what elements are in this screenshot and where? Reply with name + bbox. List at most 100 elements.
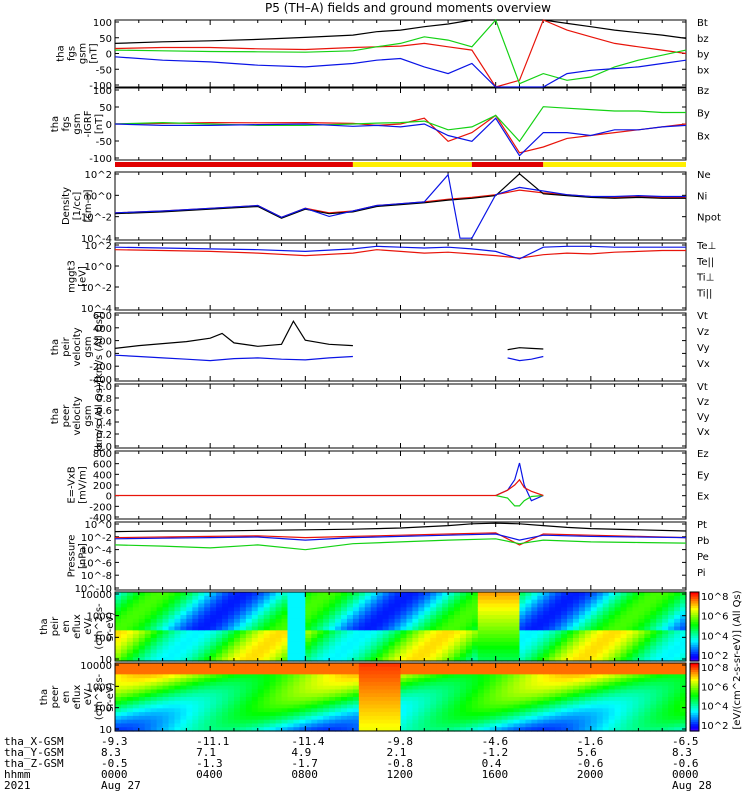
y-tick-label: 10000 bbox=[80, 590, 112, 601]
y-tick-label: 600 bbox=[93, 311, 112, 322]
colorbar-tick: 10^2 bbox=[701, 651, 728, 662]
y-axis-label: [mV/m] bbox=[78, 466, 89, 504]
y-tick-label: 0 bbox=[106, 349, 112, 360]
colorbar-tick: 10^8 bbox=[701, 592, 728, 603]
series-Vx bbox=[114, 354, 544, 362]
y-tick-label: 10000 bbox=[80, 661, 112, 672]
panel-p1: 100 50 0 -50 -100 tha fgs gsm [nT] Bt bz by bx bbox=[56, 18, 710, 92]
footer-column: -4.6 -1.2 0.4 1600 bbox=[481, 735, 509, 781]
legend-Te⊥: Te⊥ bbox=[696, 241, 716, 252]
y-axis-label: eflux bbox=[72, 685, 83, 710]
footer-labels: tha_X-GSM tha_Y-GSM tha_Z-GSM hhmm 2021 bbox=[4, 735, 64, 792]
panel-frame bbox=[114, 383, 687, 449]
colorbar-tick: 10^4 bbox=[701, 631, 728, 642]
y-axis-label: eflux bbox=[72, 614, 83, 639]
spectrogram bbox=[115, 663, 687, 732]
panel-p10: 10000 1000 100 10 tha peer en eflux eV/(cm^2-s-s… bbox=[39, 661, 687, 736]
series-Pi bbox=[114, 533, 687, 541]
y-tick-label: 10^0 bbox=[85, 191, 112, 202]
y-axis-label: Density bbox=[61, 187, 72, 225]
y-tick-label: 0.6 bbox=[96, 406, 112, 417]
series-Te⊥ bbox=[114, 249, 686, 259]
y-tick-label: 10^-4 bbox=[81, 234, 112, 245]
y-tick-label: 800 bbox=[93, 449, 112, 460]
mode-bar-segment bbox=[543, 162, 686, 167]
y-axis-label: mggt3 bbox=[67, 260, 78, 293]
legend-Vy: Vy bbox=[697, 343, 710, 354]
series-Pt bbox=[114, 522, 687, 533]
y-axis-label: (cm^2-s- bbox=[94, 673, 105, 720]
figure-title: P5 (TH–A) fields and ground moments over… bbox=[265, 1, 551, 15]
y-axis-label: [1/cc] bbox=[72, 192, 83, 221]
y-tick-label: 0 bbox=[106, 50, 112, 61]
legend-Ey: Ey bbox=[697, 470, 709, 481]
y-axis-label: tha bbox=[56, 45, 67, 61]
y-tick-label: 100 bbox=[93, 633, 112, 644]
y-axis-label: [nT] bbox=[94, 114, 105, 134]
footer-column: -1.6 5.6 -0.6 2000 bbox=[576, 735, 604, 781]
y-tick-label: -200 bbox=[89, 362, 112, 373]
y-tick-label: 50 bbox=[99, 34, 112, 45]
y-tick-label: -100 bbox=[89, 81, 112, 92]
y-axis-label: -IGRF bbox=[83, 110, 94, 137]
y-tick-label: -50 bbox=[96, 137, 112, 148]
y-axis-label: [eV] bbox=[78, 266, 89, 287]
y-tick-label: 10^-6 bbox=[81, 558, 112, 569]
colorbar-tick: 10^6 bbox=[701, 612, 728, 623]
y-tick-label: 10^0 bbox=[85, 520, 112, 531]
legend-Pb: Pb bbox=[697, 536, 709, 547]
series-bx bbox=[114, 56, 687, 88]
legend-Vt: Vt bbox=[697, 382, 708, 393]
legend-by: by bbox=[697, 50, 709, 61]
mode-bar-segment bbox=[115, 162, 353, 167]
y-axis-label: sr-eV) bbox=[105, 682, 116, 711]
y-axis-label: [nT] bbox=[89, 43, 100, 63]
legend-Te||: Te|| bbox=[696, 257, 714, 268]
colorbar-label: [eV/(cm^2-s-sr-eV)] (All Qs) bbox=[732, 590, 743, 729]
y-tick-label: 10^2 bbox=[85, 170, 112, 181]
y-tick-label: 10^0 bbox=[85, 262, 112, 273]
colorbar-tick: 10^8 bbox=[701, 663, 728, 674]
panel-p2: 100 50 0 -50 -100 tha fgs gsm -IGRF [nT] Bz By Bx bbox=[50, 86, 710, 165]
panel-frame bbox=[114, 450, 687, 520]
legend-Vx: Vx bbox=[697, 427, 710, 438]
y-tick-label: 0.8 bbox=[96, 394, 112, 405]
footer-column: -11.1 7.1 -1.3 0400 bbox=[196, 735, 230, 781]
colorbar-tick: 10^6 bbox=[701, 682, 728, 693]
y-axis-label: gsm bbox=[78, 43, 89, 64]
y-tick-label: 10^-2 bbox=[81, 533, 112, 544]
y-axis-label: peer bbox=[50, 685, 61, 709]
y-axis-label: peer bbox=[61, 404, 72, 428]
y-tick-label: -400 bbox=[89, 375, 112, 386]
y-tick-label: 200 bbox=[93, 481, 112, 492]
y-tick-label: 400 bbox=[93, 470, 112, 481]
y-axis-label: en bbox=[61, 620, 72, 633]
y-axis-label: fgs bbox=[61, 116, 72, 131]
footer-column: -11.4 4.9 -1.7 0800 bbox=[291, 735, 325, 781]
colorbars: 10^810^610^410^210^810^610^410^2 [eV/(cm^… bbox=[689, 590, 743, 732]
legend-Pt: Pt bbox=[697, 520, 707, 531]
y-axis-label: gsm bbox=[83, 336, 94, 357]
spectrogram bbox=[115, 592, 687, 662]
y-tick-label: 200 bbox=[93, 337, 112, 348]
y-tick-label: 10 bbox=[99, 725, 112, 736]
y-axis-label: [cm-3] bbox=[83, 189, 94, 222]
legend-Pe: Pe bbox=[697, 552, 709, 563]
y-tick-label: 0.2 bbox=[96, 430, 112, 441]
y-tick-label: 1000 bbox=[87, 682, 112, 693]
mode-bar-segment bbox=[352, 162, 472, 167]
y-axis-label: tha bbox=[50, 339, 61, 355]
y-axis-label: peir bbox=[61, 336, 72, 356]
y-tick-label: 100 bbox=[93, 18, 112, 29]
legend-Npot: Npot bbox=[697, 213, 721, 224]
panel-p5: 600 400 2000 -200 -400 tha peir velocity gsm [km/… bbox=[50, 311, 710, 386]
y-tick-label: -400 bbox=[89, 513, 112, 524]
y-tick-label: 50 bbox=[99, 103, 112, 114]
y-axis-label: sr-eV) bbox=[105, 612, 116, 641]
legend-Ti||: Ti|| bbox=[696, 288, 712, 299]
series-bz bbox=[114, 19, 687, 88]
y-tick-label: 400 bbox=[93, 324, 112, 335]
